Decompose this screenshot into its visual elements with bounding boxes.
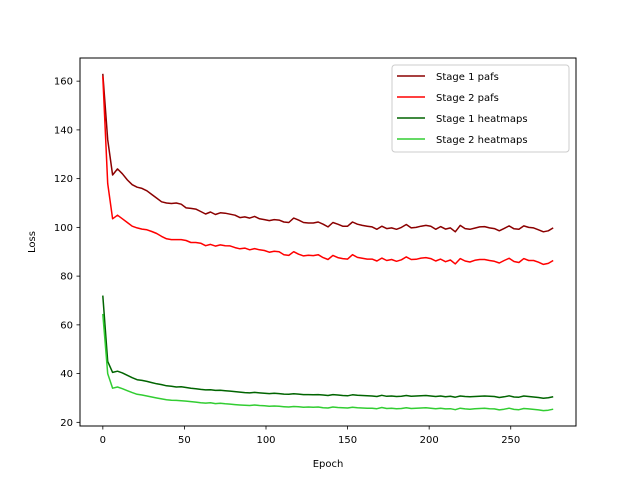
x-axis-label: Epoch [313, 459, 344, 470]
x-tick-label: 200 [420, 435, 439, 446]
y-tick-label: 160 [54, 77, 73, 88]
series-line-stage-2-pafs [102, 76, 554, 266]
y-axis-ticks: 20 40 60 80 100 120 140 160 [54, 77, 80, 429]
legend-label: Stage 1 heatmaps [436, 114, 528, 125]
legend: Stage 1 pafs Stage 2 pafs Stage 1 heatma… [391, 64, 570, 153]
y-tick-label: 140 [54, 125, 73, 136]
legend-item-stage2-heatmaps: Stage 2 heatmaps [397, 135, 528, 146]
x-tick-label: 0 [100, 435, 106, 446]
y-tick-label: 100 [54, 223, 73, 234]
y-axis-label: Loss [27, 231, 38, 253]
legend-item-stage1-pafs: Stage 1 pafs [397, 72, 499, 83]
legend-item-stage2-pafs: Stage 2 pafs [397, 93, 499, 104]
legend-label: Stage 1 pafs [436, 72, 499, 83]
series-lines [102, 73, 554, 412]
y-tick-label: 40 [60, 369, 73, 380]
x-axis-ticks: 0 50 100 150 200 250 [100, 426, 520, 446]
legend-label: Stage 2 pafs [436, 93, 499, 104]
series-line-stage-1-heatmaps [102, 295, 554, 399]
x-tick-label: 50 [178, 435, 191, 446]
series-line-stage-2-heatmaps [102, 313, 554, 412]
legend-box [391, 64, 570, 153]
y-tick-label: 60 [60, 320, 73, 331]
y-tick-label: 20 [60, 418, 73, 429]
x-tick-label: 150 [338, 435, 357, 446]
axes-frame [79, 57, 577, 427]
x-tick-label: 250 [501, 435, 520, 446]
series-line-stage-1-pafs [102, 73, 554, 233]
legend-label: Stage 2 heatmaps [436, 135, 528, 146]
y-tick-label: 80 [60, 272, 73, 283]
y-tick-label: 120 [54, 174, 73, 185]
plot-area [79, 57, 577, 427]
x-tick-label: 100 [256, 435, 275, 446]
legend-item-stage1-heatmaps: Stage 1 heatmaps [397, 114, 528, 125]
